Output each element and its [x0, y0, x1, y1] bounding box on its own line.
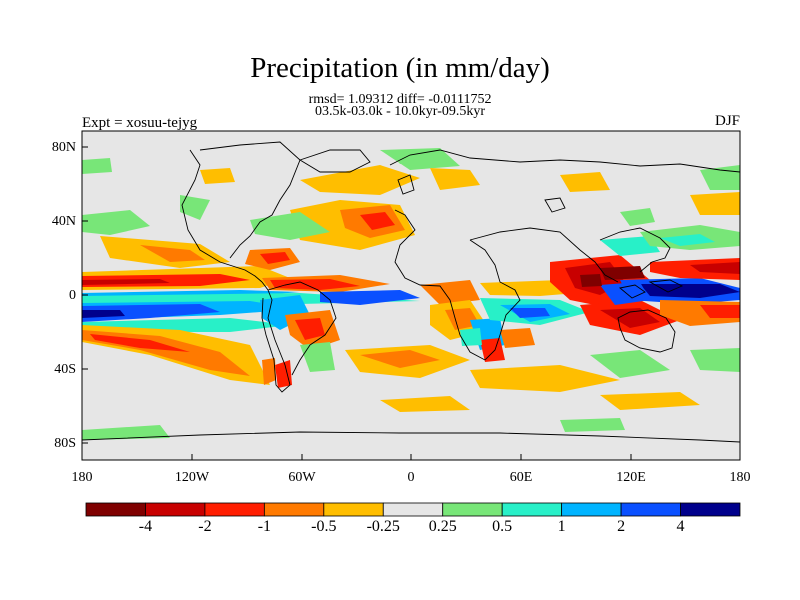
- colorbar-label: -2: [198, 518, 212, 535]
- colorbar-label: -0.25: [366, 518, 400, 535]
- colorbar-swatch: [204, 502, 265, 517]
- period-subtitle: 03.5k-03.0k - 10.0kyr-09.5kyr: [314, 104, 486, 119]
- colorbar-label: 1: [557, 518, 566, 535]
- x-tick-label: 120E: [616, 470, 646, 485]
- colorbar-label: -4: [138, 518, 153, 535]
- colorbar-label: 0.5: [492, 518, 513, 535]
- y-tick-label: 80S: [54, 436, 76, 451]
- x-tick-label: 120W: [174, 470, 210, 485]
- x-tick-label: 60W: [288, 470, 316, 485]
- colorbar-swatch: [263, 502, 325, 517]
- colorbar-swatch: [620, 502, 681, 517]
- axis-ticks: [81, 146, 741, 460]
- colorbar-label: -0.5: [311, 518, 337, 535]
- x-tick-label: 180: [71, 470, 93, 485]
- colorbar-label: 0.25: [428, 518, 457, 535]
- x-tick-label: 0: [407, 470, 415, 485]
- colorbar-swatch: [85, 502, 146, 517]
- y-tick-label: 0: [69, 288, 76, 303]
- y-tick-label: 80N: [51, 140, 76, 155]
- season-label: DJF: [714, 113, 740, 129]
- precip-anomaly-field: [82, 148, 740, 440]
- coastlines: [82, 141, 740, 443]
- colorbar-swatch: [442, 502, 503, 517]
- colorbar-swatch: [323, 502, 384, 517]
- colorbar-label: 4: [676, 518, 685, 535]
- stats-subtitle: rmsd= 1.09312 diff= -0.0111752: [308, 92, 492, 107]
- y-tick-label: 40N: [51, 214, 76, 229]
- colorbar-swatch: [382, 502, 444, 517]
- plot-title: Precipitation (in mm/day): [250, 52, 550, 84]
- colorbar-swatch: [145, 502, 206, 517]
- colorbar-swatch: [680, 502, 741, 517]
- colorbar: [85, 502, 741, 517]
- colorbar-swatch: [501, 502, 563, 517]
- x-tick-label: 60E: [509, 470, 533, 485]
- experiment-label: Expt = xosuu-tejyg: [82, 115, 198, 131]
- y-tick-label: 40S: [54, 362, 76, 377]
- colorbar-label: -1: [257, 518, 272, 535]
- x-tick-label: 180: [729, 470, 751, 485]
- colorbar-label: 2: [617, 518, 626, 535]
- colorbar-swatch: [561, 502, 622, 517]
